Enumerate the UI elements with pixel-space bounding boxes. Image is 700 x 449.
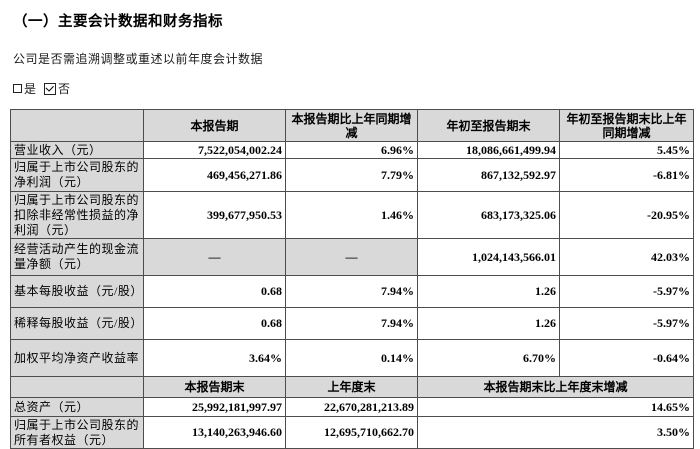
col-header: 本报告期末比上年度末增减: [417, 376, 694, 398]
no-checkbox-label: 否: [58, 82, 71, 96]
row-label: 营业收入（元）: [10, 141, 144, 159]
cell-value: -20.95%: [559, 191, 694, 239]
cell-value: 867,132,592.97: [417, 158, 560, 192]
cell-value: -6.81%: [559, 158, 694, 192]
cell-value: 0.68: [143, 307, 286, 340]
financial-indicators-table: 本报告期 本报告期比上年同期增减 年初至报告期末 年初至报告期末比上年同期增减 …: [10, 109, 694, 449]
table-row: 基本每股收益（元/股） 0.68 7.94% 1.26 -5.97%: [10, 275, 694, 308]
yes-checkbox-label: 是: [24, 82, 37, 96]
col-header: 本报告期比上年同期增减: [285, 109, 418, 142]
cell-value: —: [143, 238, 286, 276]
table-row: 归属于上市公司股东的净利润（元） 469,456,271.86 7.79% 86…: [10, 158, 694, 192]
col-header: 年初至报告期末比上年同期增减: [559, 109, 694, 142]
corner-cell: [10, 376, 144, 398]
table-row: 经营活动产生的现金流量净额（元） — — 1,024,143,566.01 42…: [10, 238, 694, 276]
corner-cell: [10, 109, 144, 142]
row-label: 归属于上市公司股东的所有者权益（元）: [10, 416, 144, 449]
cell-value: -5.97%: [559, 275, 694, 308]
cell-value: 12,695,710,662.70: [285, 416, 418, 449]
cell-value: 18,086,661,499.94: [417, 141, 560, 159]
section-title: （一）主要会计数据和财务指标: [13, 14, 223, 30]
period-header-row: 本报告期 本报告期比上年同期增减 年初至报告期末 年初至报告期末比上年同期增减: [10, 109, 694, 142]
cell-value: 1.46%: [285, 191, 418, 239]
cell-value: 42.03%: [559, 238, 694, 276]
cell-value: 1.26: [417, 275, 560, 308]
table-row: 营业收入（元） 7,522,054,002.24 6.96% 18,086,66…: [10, 141, 694, 159]
col-header: 年初至报告期末: [417, 109, 560, 142]
cell-value: 469,456,271.86: [143, 158, 286, 192]
cell-value: 7.94%: [285, 275, 418, 308]
table-row: 总资产（元） 25,992,181,997.97 22,670,281,213.…: [10, 397, 694, 417]
cell-value: 0.68: [143, 275, 286, 308]
cell-value: 3.50%: [417, 416, 694, 449]
cell-value: 22,670,281,213.89: [285, 397, 418, 417]
row-label: 基本每股收益（元/股）: [10, 275, 144, 308]
row-label: 稀释每股收益（元/股）: [10, 307, 144, 340]
cell-value: -5.97%: [559, 307, 694, 340]
col-header: 本报告期: [143, 109, 286, 142]
snapshot-header-row: 本报告期末 上年度末 本报告期末比上年度末增减: [10, 376, 694, 398]
yes-checkbox-icon: [13, 84, 22, 93]
cell-value: -0.64%: [559, 339, 694, 377]
cell-value: 1,024,143,566.01: [417, 238, 560, 276]
cell-value: 7.94%: [285, 307, 418, 340]
cell-value: 683,173,325.06: [417, 191, 560, 239]
table-row: 归属于上市公司股东的扣除非经常性损益的净利润（元） 399,677,950.53…: [10, 191, 694, 239]
cell-value: 7.79%: [285, 158, 418, 192]
col-header: 上年度末: [285, 376, 418, 398]
no-checkbox-icon: [44, 82, 57, 95]
table-row: 稀释每股收益（元/股） 0.68 7.94% 1.26 -5.97%: [10, 307, 694, 340]
row-label: 经营活动产生的现金流量净额（元）: [10, 238, 144, 276]
cell-value: —: [285, 238, 418, 276]
table-row: 归属于上市公司股东的所有者权益（元） 13,140,263,946.60 12,…: [10, 416, 694, 449]
restatement-question: 公司是否需追溯调整或重述以前年度会计数据: [13, 52, 264, 66]
cell-value: 0.14%: [285, 339, 418, 377]
cell-value: 7,522,054,002.24: [143, 141, 286, 159]
cell-value: 25,992,181,997.97: [143, 397, 286, 417]
cell-value: 6.70%: [417, 339, 560, 377]
table-row: 加权平均净资产收益率 3.64% 0.14% 6.70% -0.64%: [10, 339, 694, 377]
row-label: 归属于上市公司股东的净利润（元）: [10, 158, 144, 192]
row-label: 加权平均净资产收益率: [10, 339, 144, 377]
cell-value: 1.26: [417, 307, 560, 340]
row-label: 归属于上市公司股东的扣除非经常性损益的净利润（元）: [10, 191, 144, 239]
cell-value: 14.65%: [417, 397, 694, 417]
cell-value: 5.45%: [559, 141, 694, 159]
col-header: 本报告期末: [143, 376, 286, 398]
row-label: 总资产（元）: [10, 397, 144, 417]
cell-value: 13,140,263,946.60: [143, 416, 286, 449]
cell-value: 6.96%: [285, 141, 418, 159]
cell-value: 3.64%: [143, 339, 286, 377]
cell-value: 399,677,950.53: [143, 191, 286, 239]
restatement-answer: 是 否: [13, 80, 700, 97]
